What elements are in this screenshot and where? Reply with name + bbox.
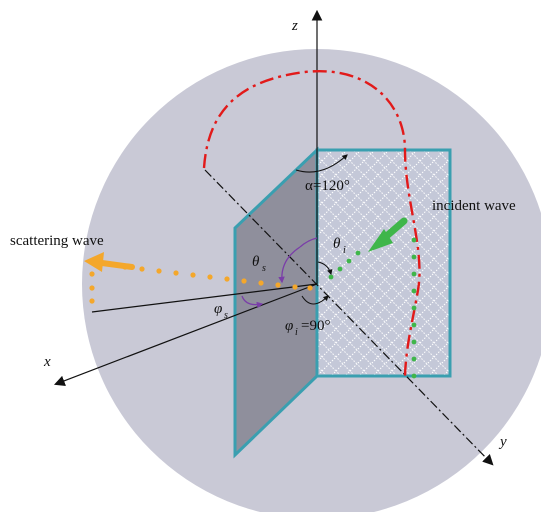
y-axis: [204, 169, 494, 466]
alpha-angle-label: α=120°: [305, 178, 350, 194]
svg-text:φ: φ: [214, 301, 222, 317]
phi-i-arc: [301, 295, 329, 305]
z-axis-label: z: [291, 18, 298, 34]
incident-wave-label: incident wave: [432, 198, 516, 214]
svg-text:i: i: [343, 245, 346, 256]
svg-text:s: s: [262, 263, 266, 274]
incident-vertical-dots: [411, 237, 417, 379]
phi-i-label: φ i =90°: [285, 318, 330, 338]
x-axis: [53, 283, 318, 386]
phi-s-arc: [241, 295, 264, 309]
scattering-wave-arrow-icon: [84, 252, 135, 272]
alpha-angle-arc: [295, 154, 348, 173]
svg-text:θ: θ: [333, 236, 341, 252]
theta-s-arc: [278, 246, 301, 284]
incident-wave-arrow-icon: [368, 217, 408, 252]
x-axis-label: x: [43, 354, 51, 370]
scattering-plane-arc: [202, 70, 421, 377]
phi-s-label: φ s: [214, 301, 228, 321]
scattering-wave-label: scattering wave: [10, 233, 104, 249]
theta-s-arc-top: [299, 237, 318, 248]
projection-line: [91, 283, 318, 313]
svg-text:θ: θ: [252, 254, 260, 270]
theta-i-arc: [317, 261, 333, 276]
incident-path-dots: [328, 250, 361, 280]
left-plate: [233, 146, 319, 459]
y-axis-label: y: [498, 434, 507, 450]
svg-text:=90°: =90°: [301, 318, 330, 334]
svg-text:φ: φ: [285, 318, 293, 334]
svg-text:i: i: [295, 327, 298, 338]
scattering-path-dots: [89, 264, 313, 304]
svg-text:s: s: [224, 310, 228, 321]
theta-s-label: θ s: [252, 254, 266, 274]
theta-i-label: θ i: [333, 236, 346, 256]
